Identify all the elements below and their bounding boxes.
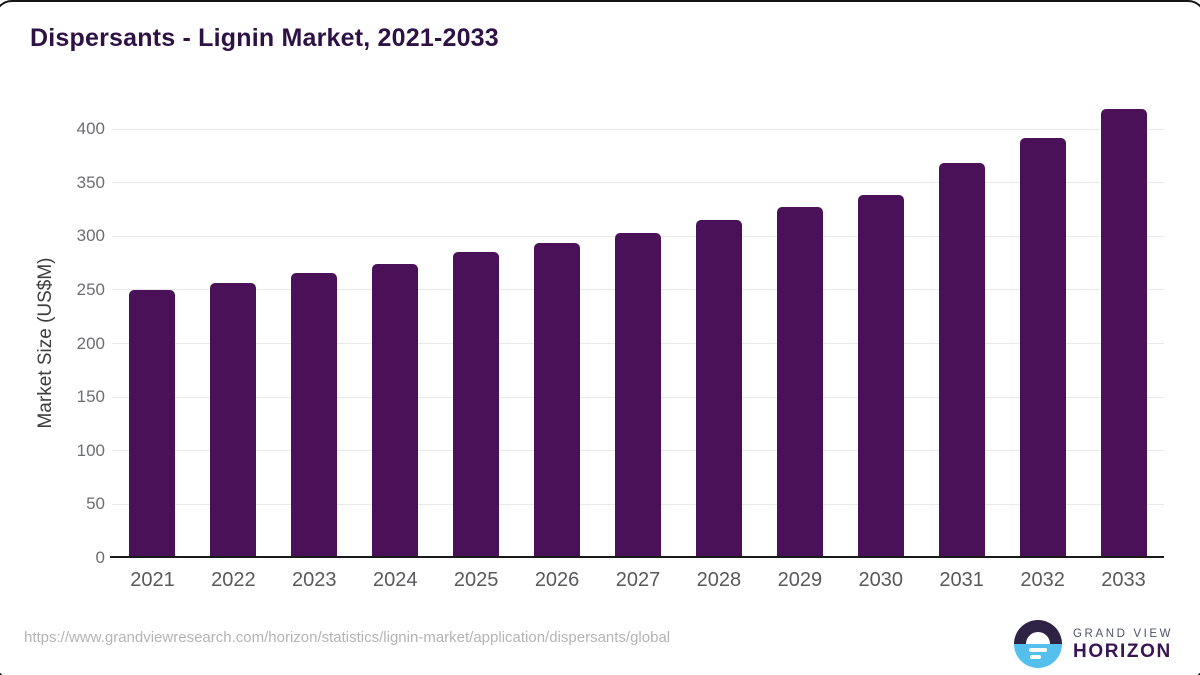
xtick-label-2031: 2031 (939, 569, 984, 591)
bar-2032 (1019, 137, 1066, 556)
xtick-label-2028: 2028 (696, 569, 742, 591)
bar-2025 (453, 252, 500, 556)
ytick-label-400: 400 (76, 119, 105, 138)
bar-2028 (695, 220, 742, 556)
xtick-label-2021: 2021 (130, 569, 175, 591)
xtick-label-2026: 2026 (534, 569, 580, 591)
bar-2022 (210, 282, 257, 556)
xtick-label-2024: 2024 (372, 569, 418, 591)
sun-dome-shape (1026, 632, 1050, 644)
logo-horizon-text: HORIZON (1073, 640, 1172, 662)
ytick-label-250: 250 (76, 279, 105, 299)
gridline-350 (112, 182, 1164, 184)
xtick-label-2027: 2027 (615, 569, 661, 591)
bar-2021 (129, 290, 176, 556)
x-axis-line (110, 556, 1164, 558)
sun-reflection-bar-1 (1029, 648, 1047, 652)
bar-2026 (534, 242, 581, 556)
xtick-label-2023: 2023 (292, 569, 337, 591)
ytick-label-50: 50 (86, 494, 105, 514)
source-url: https://www.grandviewresearch.com/horizo… (24, 629, 671, 646)
sun-reflection-bar-2 (1030, 655, 1041, 659)
bar-2023 (291, 272, 338, 556)
ytick-label-300: 300 (76, 226, 105, 246)
horizon-sun-icon (1014, 620, 1062, 668)
xtick-label-2025: 2025 (453, 569, 499, 591)
ytick-label-350: 350 (76, 172, 105, 192)
xtick-label-2032: 2032 (1020, 569, 1065, 591)
xtick-label-2033: 2033 (1101, 569, 1146, 591)
ytick-label-150: 150 (76, 387, 105, 407)
ytick-label-200: 200 (76, 333, 105, 353)
bar-2033 (1100, 108, 1147, 556)
bar-2027 (615, 233, 661, 556)
gridline-400 (112, 128, 1164, 130)
ytick-label-100: 100 (76, 440, 105, 460)
xtick-label-2029: 2029 (777, 569, 823, 591)
bar-2029 (776, 207, 823, 556)
xtick-label-2030: 2030 (858, 569, 904, 591)
ytick-label-0: 0 (95, 548, 105, 567)
chart-title: Dispersants - Lignin Market, 2021-2033 (30, 24, 499, 52)
xtick-label-2022: 2022 (211, 569, 256, 591)
grand-view-horizon-logo: GRAND VIEW HORIZON (1014, 619, 1173, 669)
logo-grand-view-text: GRAND VIEW (1073, 627, 1174, 640)
bar-2031 (938, 163, 985, 556)
bar-2030 (857, 194, 904, 556)
logo-wordmark: GRAND VIEW HORIZON (1073, 627, 1173, 662)
bar-2024 (372, 264, 419, 556)
